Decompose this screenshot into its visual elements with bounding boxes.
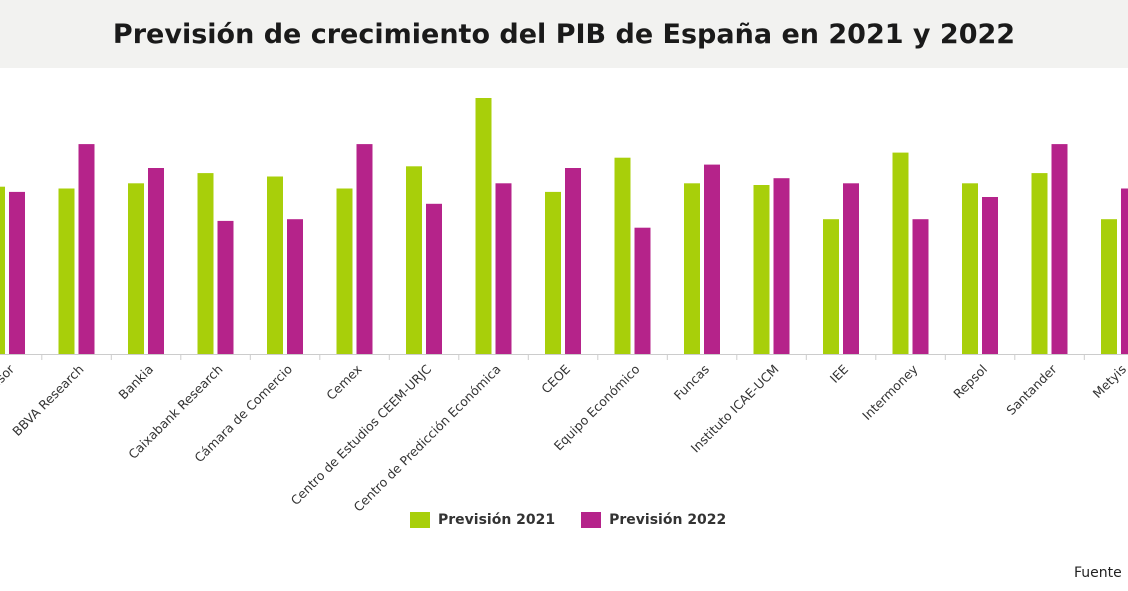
bar-2022-7[interactable] [495, 183, 512, 354]
bar-2022-9[interactable] [634, 227, 651, 354]
x-tick-label: Centro de Predicción Económica [350, 362, 503, 515]
x-tick-label: IEE [827, 361, 851, 385]
chart-title: Previsión de crecimiento del PIB de Espa… [112, 18, 1016, 50]
x-tick-label: Centro de Estudios CEEM-URJC [288, 361, 435, 508]
bar-2022-4[interactable] [287, 219, 303, 354]
x-tick-label: Cemex [323, 362, 364, 403]
bar-2021-3[interactable] [197, 173, 214, 354]
bar-2022-15[interactable] [1051, 144, 1068, 354]
bar-2022-10[interactable] [704, 164, 720, 354]
chart-legend: Previsión 2021 Previsión 2022 [410, 512, 752, 528]
bar-2021-16[interactable] [1101, 219, 1117, 354]
legend-swatch-2022 [581, 512, 602, 528]
bar-2022-2[interactable] [148, 168, 164, 354]
bar-2021-4[interactable] [267, 176, 283, 355]
bar-2021-0[interactable] [0, 186, 5, 354]
x-tick-label: Santander [1003, 361, 1060, 418]
bar-2021-8[interactable] [545, 191, 561, 354]
bar-2022-0[interactable] [9, 191, 25, 354]
bar-2022-8[interactable] [565, 168, 581, 354]
bar-2021-15[interactable] [1031, 173, 1048, 354]
legend-item-2021[interactable]: Previsión 2021 [410, 512, 555, 528]
bar-2021-1[interactable] [58, 188, 75, 355]
bar-2021-14[interactable] [962, 183, 978, 354]
x-tick-label: Bankia [115, 362, 156, 403]
bar-2022-5[interactable] [356, 144, 373, 354]
bar-2021-13[interactable] [892, 152, 909, 354]
x-tick-label: CEOE [538, 361, 573, 396]
bar-2022-6[interactable] [426, 203, 442, 354]
legend-swatch-2021 [410, 512, 430, 528]
bar-2021-12[interactable] [823, 219, 839, 354]
x-tick-label: Funcas [671, 362, 712, 403]
bar-2021-6[interactable] [406, 166, 422, 354]
bar-2022-16[interactable] [1121, 188, 1128, 355]
bar-2021-5[interactable] [336, 188, 353, 355]
bar-2021-9[interactable] [614, 157, 631, 354]
bar-2022-13[interactable] [912, 219, 929, 354]
bar-2022-3[interactable] [217, 220, 234, 354]
bar-2021-2[interactable] [128, 183, 144, 354]
legend-label-2022: Previsión 2022 [609, 512, 727, 528]
bar-2022-11[interactable] [773, 178, 790, 354]
bar-2022-1[interactable] [78, 144, 95, 354]
x-tick-label: …sor [0, 361, 18, 395]
x-tick-label: Repsol [950, 362, 990, 402]
x-tick-label: Intermoney [859, 361, 921, 423]
bar-2021-10[interactable] [684, 183, 700, 354]
bar-2021-7[interactable] [475, 98, 492, 354]
bar-2022-12[interactable] [843, 183, 859, 354]
bar-2021-11[interactable] [753, 185, 770, 354]
legend-label-2021: Previsión 2021 [438, 512, 556, 528]
legend-item-2022[interactable]: Previsión 2022 [581, 512, 726, 528]
chart-header: Previsión de crecimiento del PIB de Espa… [0, 0, 1128, 68]
source-label: Fuente [1074, 565, 1122, 581]
x-tick-label: BBVA Research [9, 362, 86, 439]
x-tick-label: Metyis [1090, 362, 1128, 401]
bar-2022-14[interactable] [982, 197, 998, 354]
